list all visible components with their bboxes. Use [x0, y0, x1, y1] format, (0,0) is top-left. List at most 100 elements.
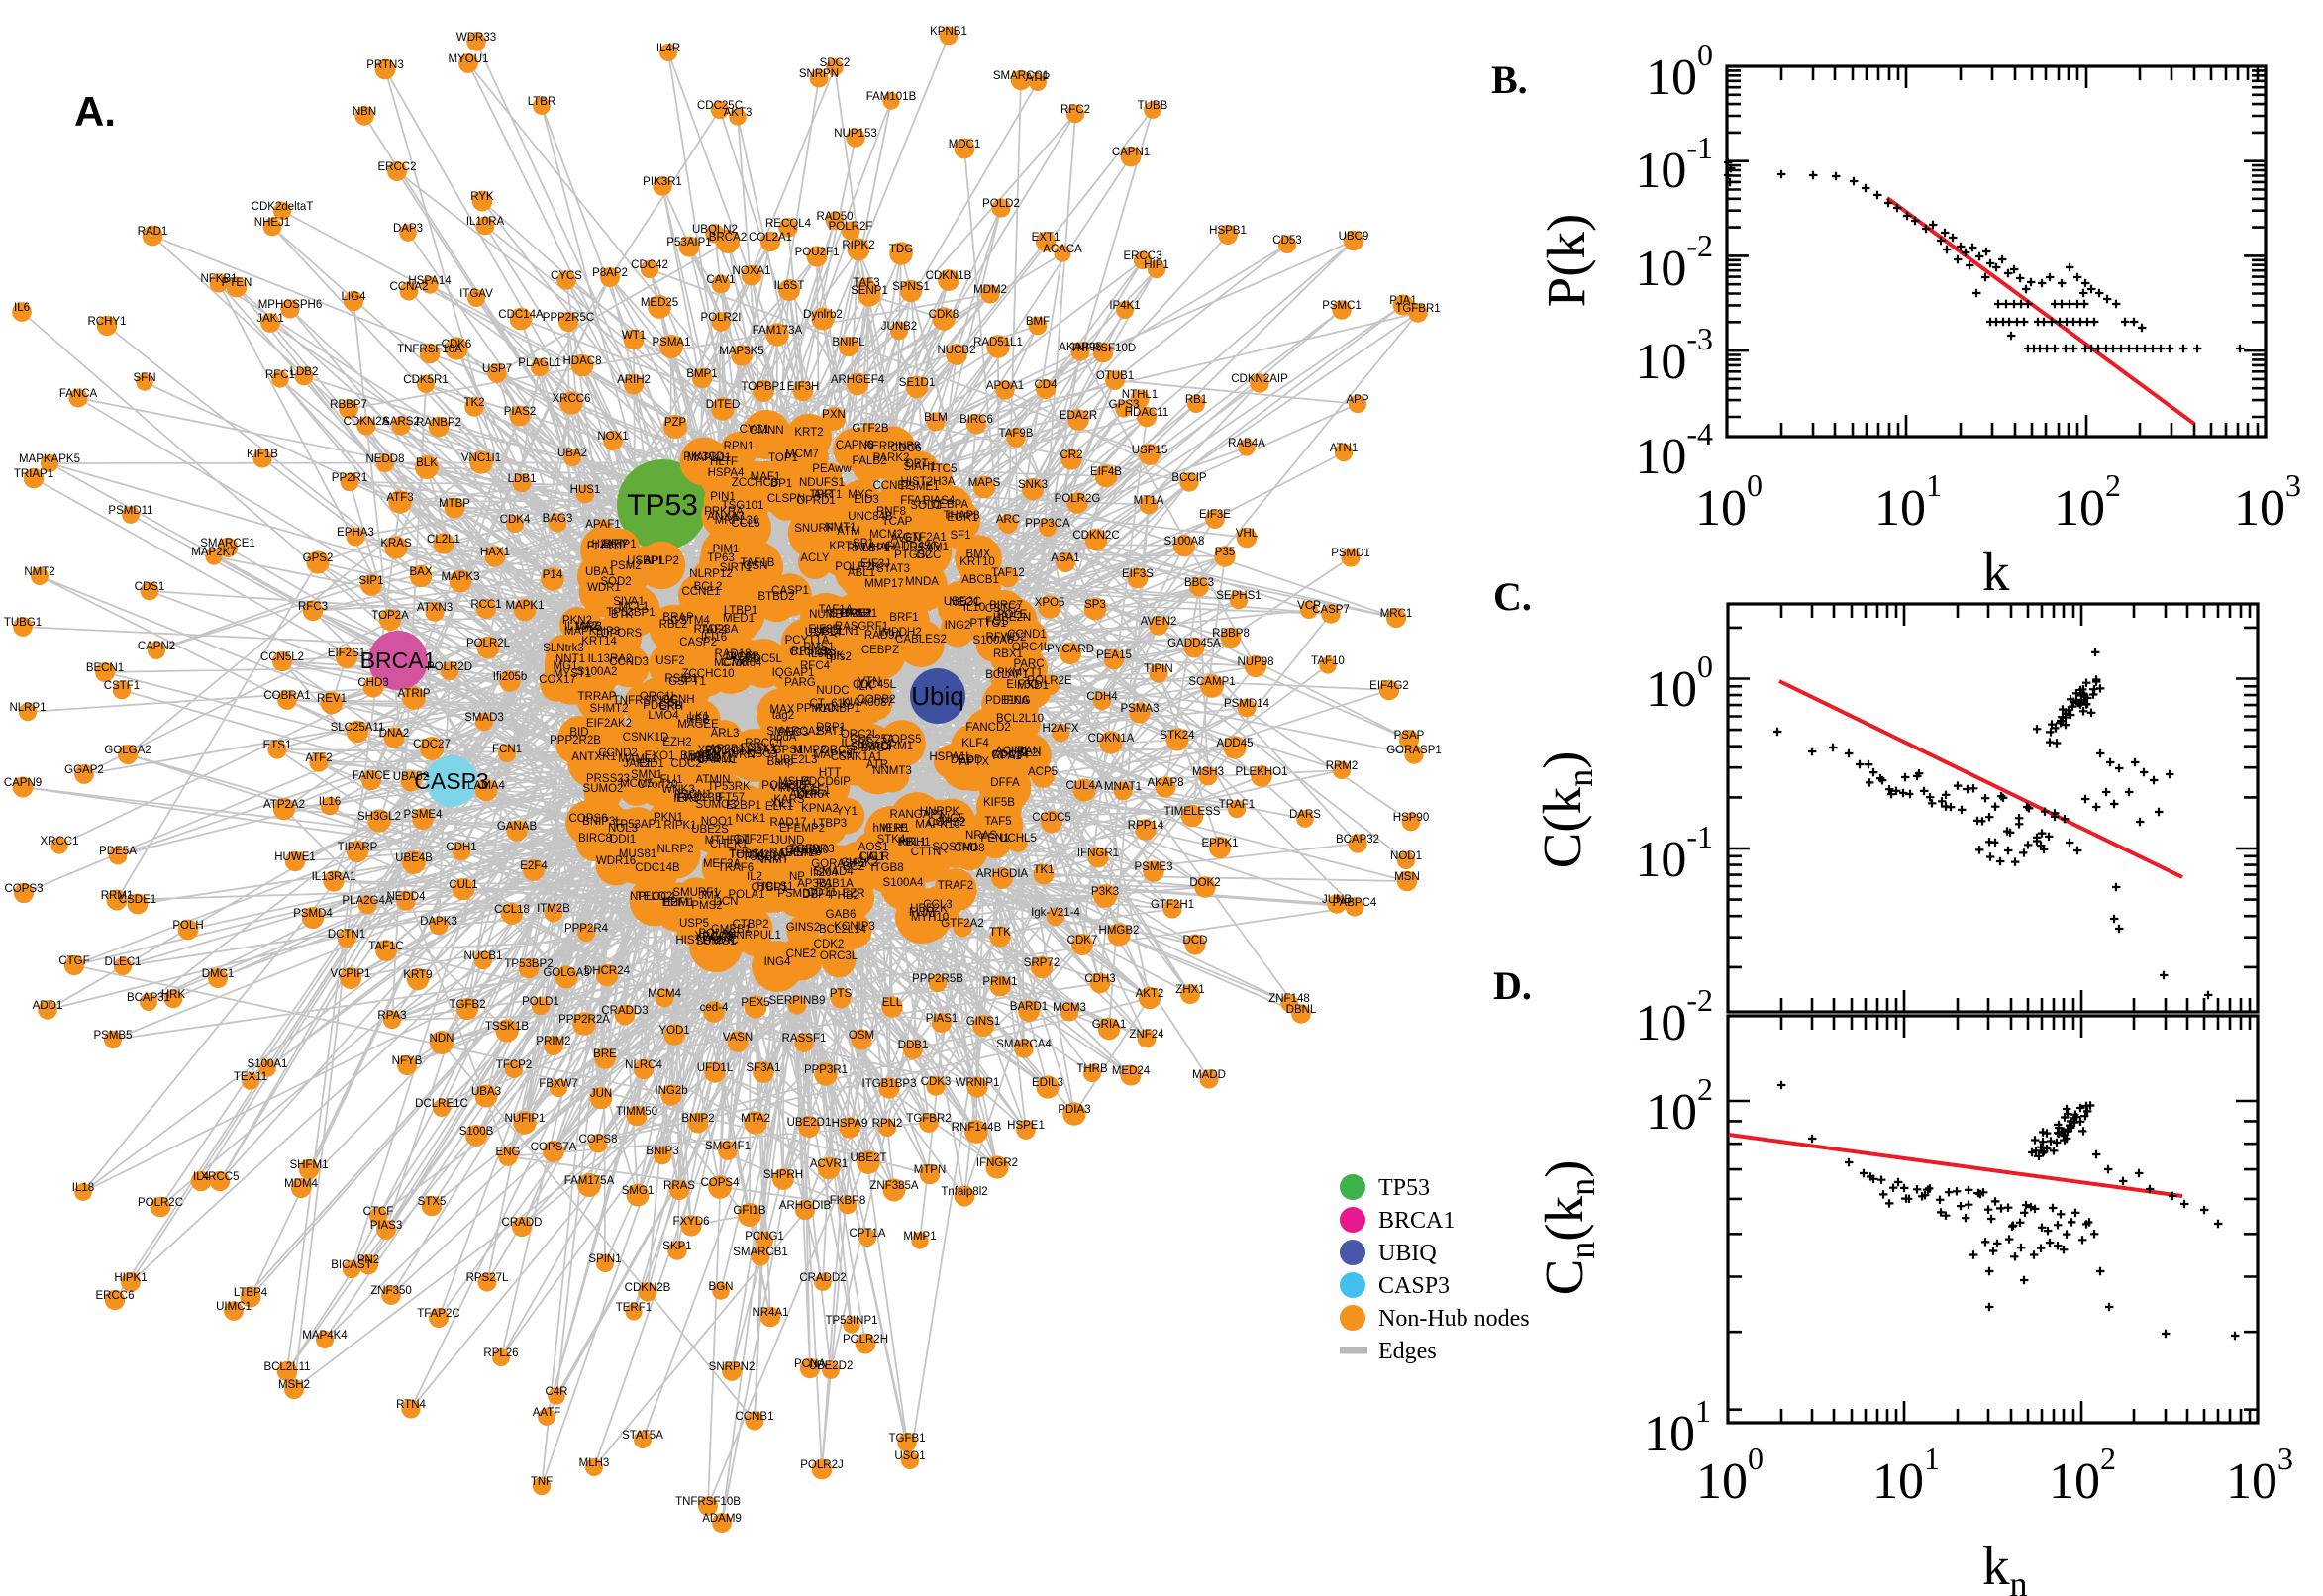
- svg-text:ATR: ATR: [866, 759, 888, 771]
- svg-text:HAX1: HAX1: [480, 547, 510, 558]
- svg-text:CDH1: CDH1: [446, 842, 476, 853]
- svg-text:IL6: IL6: [14, 302, 30, 314]
- svg-text:C7orf20: C7orf20: [638, 779, 678, 791]
- svg-text:ATMIN: ATMIN: [696, 774, 731, 786]
- svg-text:GADD45G: GADD45G: [885, 541, 940, 552]
- svg-text:RIPK2: RIPK2: [842, 240, 874, 251]
- svg-text:PIN1: PIN1: [710, 491, 736, 503]
- svg-text:KLF6: KLF6: [796, 789, 824, 801]
- svg-text:RB1: RB1: [1185, 394, 1207, 406]
- svg-text:DCTN1: DCTN1: [328, 929, 365, 941]
- svg-text:PSMD11: PSMD11: [108, 505, 152, 517]
- svg-text:RRCC1: RRCC1: [745, 738, 784, 749]
- svg-text:COPS4: COPS4: [701, 1177, 741, 1189]
- svg-text:GMNN: GMNN: [749, 425, 783, 437]
- svg-text:TELO2: TELO2: [637, 891, 672, 903]
- svg-text:BFAR: BFAR: [680, 750, 710, 762]
- svg-text:DCLRE1C: DCLRE1C: [415, 1098, 468, 1110]
- svg-text:TRAF1: TRAF1: [1219, 799, 1255, 811]
- svg-text:CCL5: CCL5: [731, 518, 759, 530]
- svg-text:PPP3CA: PPP3CA: [1025, 518, 1070, 530]
- svg-text:DAPK3: DAPK3: [420, 916, 457, 928]
- svg-text:CASP3: CASP3: [1378, 1273, 1450, 1299]
- svg-text:DFFA: DFFA: [990, 777, 1020, 789]
- svg-text:101: 101: [1874, 467, 1942, 537]
- svg-text:IL13RA2: IL13RA2: [588, 653, 633, 665]
- svg-text:UBE2K: UBE2K: [910, 903, 948, 915]
- svg-text:NUFIP1: NUFIP1: [505, 1113, 546, 1125]
- svg-text:SIRT1: SIRT1: [720, 562, 752, 574]
- svg-text:MDM2: MDM2: [973, 284, 1007, 296]
- svg-text:pfs2: pfs2: [830, 651, 852, 663]
- svg-text:UBE2L3: UBE2L3: [775, 754, 818, 766]
- svg-text:IL18: IL18: [72, 1182, 94, 1194]
- svg-text:BICAST: BICAST: [331, 1259, 372, 1271]
- svg-text:MED25: MED25: [641, 297, 678, 309]
- svg-text:RRM1: RRM1: [101, 890, 134, 902]
- svg-text:DCD: DCD: [1183, 935, 1208, 947]
- svg-text:BCAP32: BCAP32: [1336, 834, 1379, 846]
- svg-text:ORC4L: ORC4L: [1012, 642, 1051, 653]
- svg-text:CHD8: CHD8: [954, 843, 984, 854]
- svg-text:PP2R1: PP2R1: [332, 472, 367, 484]
- svg-text:KIF1B: KIF1B: [247, 449, 278, 460]
- svg-text:USBP1: USBP1: [627, 555, 664, 567]
- svg-text:10-4: 10-4: [1635, 416, 1713, 485]
- svg-text:FAM173A: FAM173A: [753, 325, 803, 337]
- svg-text:PALB2: PALB2: [853, 455, 887, 467]
- svg-text:IL10RA: IL10RA: [466, 216, 505, 228]
- svg-text:CTCF: CTCF: [363, 1206, 394, 1218]
- svg-text:FAM175A: FAM175A: [564, 1175, 615, 1187]
- svg-text:IL13RA1: IL13RA1: [312, 871, 356, 883]
- svg-text:MAGEE: MAGEE: [677, 719, 719, 731]
- svg-text:RBL1: RBL1: [898, 837, 927, 848]
- svg-text:AKAP8: AKAP8: [1147, 777, 1183, 789]
- svg-text:IQGAP1: IQGAP1: [772, 667, 815, 679]
- svg-text:MSH2: MSH2: [278, 1379, 310, 1391]
- svg-text:PIAS3: PIAS3: [370, 1220, 403, 1232]
- svg-text:TUBB2A: TUBB2A: [743, 851, 787, 863]
- svg-text:S100A8: S100A8: [1164, 536, 1205, 548]
- svg-text:PMS2: PMS2: [691, 900, 722, 912]
- svg-text:COPS2: COPS2: [928, 817, 966, 829]
- svg-text:PKN1: PKN1: [654, 812, 683, 824]
- svg-text:COPS5: COPS5: [883, 734, 922, 746]
- svg-text:Ifi205b: Ifi205b: [493, 671, 528, 683]
- svg-text:103: 103: [2234, 467, 2301, 537]
- svg-text:APTX: APTX: [960, 756, 989, 768]
- svg-text:ENG: ENG: [496, 1147, 521, 1158]
- svg-text:TNFRSF10A: TNFRSF10A: [397, 344, 462, 355]
- svg-text:TGFBR2: TGFBR2: [906, 1113, 951, 1125]
- svg-text:NTHL1: NTHL1: [1122, 389, 1158, 401]
- svg-text:PSMA3: PSMA3: [1121, 703, 1160, 715]
- svg-text:TNFRSF10C: TNFRSF10C: [613, 695, 678, 707]
- svg-text:DLEC1: DLEC1: [104, 956, 141, 968]
- svg-text:ELL: ELL: [882, 997, 903, 1009]
- svg-text:IL6ST: IL6ST: [774, 280, 805, 292]
- svg-text:POLA2: POLA2: [698, 928, 735, 940]
- svg-text:MCM3: MCM3: [1053, 1002, 1086, 1014]
- svg-text:ZCCHC8: ZCCHC8: [732, 477, 778, 489]
- svg-text:CDC25A: CDC25A: [850, 734, 895, 746]
- svg-text:SAT1: SAT1: [817, 726, 845, 738]
- svg-text:PIK3R1: PIK3R1: [643, 176, 682, 188]
- svg-text:PPP2R2B: PPP2R2B: [550, 735, 601, 747]
- svg-text:BTK: BTK: [611, 609, 634, 621]
- svg-text:Banp: Banp: [767, 756, 794, 768]
- svg-text:ASA1: ASA1: [1051, 552, 1079, 564]
- svg-text:RECQL4: RECQL4: [765, 218, 812, 230]
- svg-text:SNRPN: SNRPN: [799, 68, 839, 80]
- svg-text:D.: D.: [1493, 963, 1532, 1008]
- svg-text:GANAB: GANAB: [497, 821, 538, 833]
- svg-text:FANCD2: FANCD2: [965, 722, 1010, 734]
- svg-text:JAK2: JAK2: [623, 758, 651, 770]
- svg-text:CDH4: CDH4: [1086, 691, 1118, 703]
- svg-text:FBXO11: FBXO11: [690, 753, 733, 765]
- svg-text:EIF3S: EIF3S: [1122, 568, 1154, 580]
- svg-text:TGFB1: TGFB1: [888, 1433, 925, 1445]
- svg-text:MSH6: MSH6: [778, 776, 810, 788]
- svg-text:MYST1: MYST1: [554, 668, 591, 680]
- svg-text:NUCB1: NUCB1: [464, 950, 503, 962]
- svg-text:EIF3F: EIF3F: [808, 624, 839, 636]
- svg-text:H2AFY: H2AFY: [591, 539, 628, 550]
